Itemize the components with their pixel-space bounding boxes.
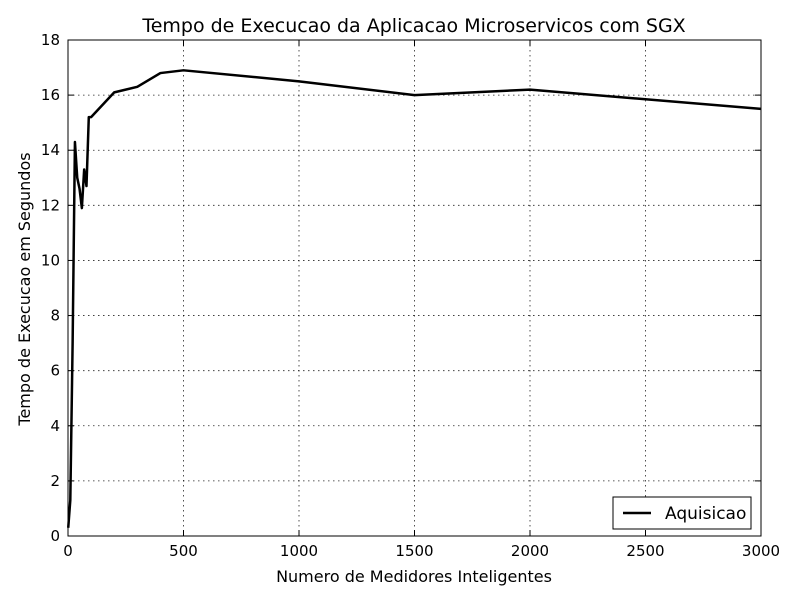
x-tick-label: 2000 (511, 542, 549, 560)
x-tick-label: 2500 (626, 542, 664, 560)
y-tick-label: 14 (41, 141, 60, 159)
chart-title: Tempo de Execucao da Aplicacao Microserv… (141, 15, 685, 37)
y-tick-label: 10 (41, 251, 60, 269)
y-axis-label: Tempo de Execucao em Segundos (15, 152, 34, 426)
series-line-aquisicao (66, 69, 762, 528)
y-tick-label: 2 (50, 472, 60, 490)
y-tick-label: 12 (41, 196, 60, 214)
x-tick-label: 500 (169, 542, 198, 560)
x-tick-label: 1500 (395, 542, 433, 560)
legend-label-aquisicao: Aquisicao (665, 504, 746, 524)
x-tick-label: 3000 (742, 542, 780, 560)
y-tick-label: 6 (50, 362, 60, 380)
grid-lines (68, 40, 761, 536)
y-tick-label: 18 (41, 31, 60, 49)
y-axis-ticks: 0 2 4 6 8 10 12 14 16 18 (41, 31, 761, 545)
y-tick-label: 4 (50, 417, 60, 435)
y-tick-label: 0 (50, 527, 60, 545)
y-tick-label: 8 (50, 307, 60, 325)
legend: Aquisicao (612, 496, 752, 530)
x-tick-label: 0 (63, 542, 73, 560)
x-axis-label: Numero de Medidores Inteligentes (276, 567, 552, 586)
y-tick-label: 16 (41, 86, 60, 104)
plot-frame (67, 39, 762, 537)
x-tick-label: 1000 (280, 542, 318, 560)
series-layer (66, 69, 762, 528)
x-axis-ticks: 0 500 1000 1500 2000 2500 3000 (63, 40, 780, 560)
